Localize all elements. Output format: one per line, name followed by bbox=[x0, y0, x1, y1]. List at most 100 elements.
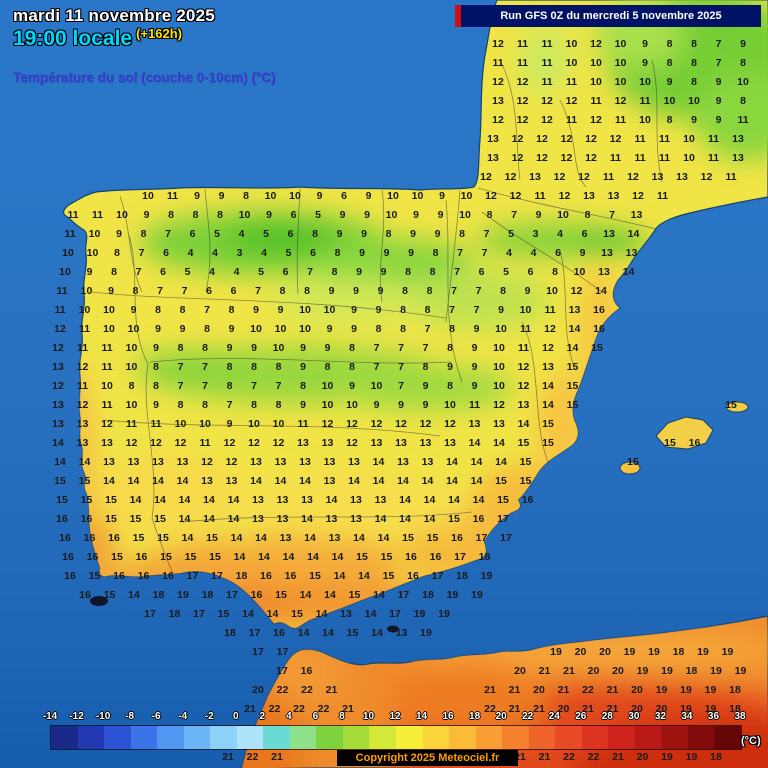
legend-color-cell bbox=[449, 726, 477, 749]
temperature-value: 15 bbox=[309, 570, 321, 582]
temperature-value: 14 bbox=[299, 475, 311, 487]
temperature-value: 13 bbox=[419, 437, 432, 449]
temperature-value: 18 bbox=[422, 589, 434, 601]
temperature-value: 7 bbox=[454, 266, 460, 278]
temperature-value: 8 bbox=[192, 209, 199, 221]
temperature-value: 8 bbox=[179, 304, 186, 316]
temperature-value: 12 bbox=[516, 114, 529, 126]
temperature-value: 9 bbox=[356, 266, 362, 278]
legend-color-cell bbox=[714, 726, 742, 749]
temperature-value: 11 bbox=[54, 304, 66, 316]
temperature-value: 9 bbox=[277, 304, 284, 316]
temperature-value: 18 bbox=[672, 646, 685, 658]
temperature-value: 11 bbox=[67, 209, 79, 221]
run-info-box: Run GFS 0Z du mercredi 5 novembre 2025 bbox=[455, 5, 761, 27]
temperature-value: 10 bbox=[299, 323, 311, 335]
temperature-value: 8 bbox=[114, 247, 120, 259]
temperature-value: 8 bbox=[331, 266, 338, 278]
temperature-value: 17 bbox=[475, 532, 488, 544]
temperature-value: 6 bbox=[555, 247, 561, 259]
temperature-value: 15 bbox=[380, 551, 393, 563]
temperature-value: 9 bbox=[108, 285, 114, 297]
temperature-value: 13 bbox=[76, 437, 89, 449]
temperature-value: 12 bbox=[541, 114, 553, 126]
temperature-value: 9 bbox=[316, 190, 323, 202]
temperature-value: 14 bbox=[371, 627, 383, 639]
temperature-value: 13 bbox=[397, 456, 409, 468]
legend-tick-label: 10 bbox=[362, 711, 375, 722]
temperature-value: 17 bbox=[389, 608, 401, 620]
temperature-value: 10 bbox=[573, 266, 586, 278]
temperature-value: 12 bbox=[101, 418, 113, 430]
legend-tick-label: 2 bbox=[259, 711, 266, 722]
island-ibiza bbox=[619, 461, 641, 475]
temperature-value: 4 bbox=[506, 247, 512, 259]
temperature-value: 10 bbox=[78, 304, 91, 316]
temperature-value: 10 bbox=[683, 133, 695, 145]
temperature-value: 16 bbox=[64, 570, 76, 582]
temperature-value: 9 bbox=[349, 380, 355, 392]
temperature-value: 19 bbox=[734, 665, 747, 677]
temperature-value: 13 bbox=[350, 513, 362, 525]
temperature-value: 9 bbox=[359, 247, 365, 259]
temperature-value: 19 bbox=[420, 627, 432, 639]
temperature-value: 13 bbox=[651, 171, 664, 183]
temperature-value: 13 bbox=[276, 494, 289, 506]
temperature-value: 16 bbox=[56, 513, 68, 525]
temperature-value: 13 bbox=[529, 171, 541, 183]
temperature-value: 17 bbox=[193, 608, 205, 620]
temperature-value: 12 bbox=[493, 399, 505, 411]
temperature-value: 11 bbox=[297, 418, 309, 430]
legend-color-cell bbox=[104, 726, 132, 749]
temperature-value: 13 bbox=[274, 456, 287, 468]
temperature-value: 5 bbox=[214, 228, 220, 240]
temperature-value: 22 bbox=[582, 684, 594, 696]
temperature-value: 12 bbox=[590, 38, 602, 50]
legend-tick-label: 20 bbox=[495, 711, 507, 722]
temperature-value: 12 bbox=[150, 437, 162, 449]
temperature-value: 10 bbox=[493, 342, 505, 354]
temperature-value: 10 bbox=[80, 285, 93, 297]
temperature-value: 6 bbox=[163, 247, 169, 259]
temperature-value: 10 bbox=[321, 399, 334, 411]
temperature-value: 8 bbox=[243, 190, 249, 202]
temperature-value: 9 bbox=[324, 342, 331, 354]
temperature-value: 11 bbox=[516, 38, 529, 50]
temperature-value: 9 bbox=[251, 342, 257, 354]
temperature-value: 10 bbox=[639, 114, 651, 126]
temperature-value: 9 bbox=[715, 95, 722, 107]
temperature-value: 10 bbox=[493, 361, 505, 373]
temperature-value: 14 bbox=[373, 589, 385, 601]
temperature-value: 14 bbox=[397, 475, 409, 487]
legend-tick-label: 16 bbox=[442, 711, 454, 722]
temperature-value: 15 bbox=[80, 494, 93, 506]
temperature-value: 14 bbox=[470, 456, 483, 468]
temperature-value: 16 bbox=[137, 570, 150, 582]
temperature-value: 8 bbox=[424, 304, 431, 316]
temperature-value: 15 bbox=[517, 437, 530, 449]
temperature-value: 13 bbox=[348, 456, 360, 468]
temperature-value: 20 bbox=[252, 684, 264, 696]
temperature-value: 6 bbox=[230, 285, 237, 297]
legend-tick-label: 32 bbox=[654, 711, 666, 722]
temperature-value: 7 bbox=[275, 380, 282, 392]
temperature-value: 10 bbox=[289, 190, 301, 202]
temperature-value: 10 bbox=[565, 38, 578, 50]
temperature-value: 9 bbox=[339, 209, 346, 221]
temperature-value: 8 bbox=[449, 323, 455, 335]
temperature-value: 4 bbox=[209, 266, 215, 278]
legend-color-cell bbox=[581, 726, 609, 749]
temperature-value: 13 bbox=[52, 399, 64, 411]
temperature-value: 10 bbox=[444, 399, 456, 411]
temperature-value: 10 bbox=[411, 190, 424, 202]
temperature-value: 19 bbox=[685, 751, 698, 763]
temperature-value: 8 bbox=[177, 342, 184, 354]
temperature-value: 9 bbox=[439, 190, 445, 202]
temperature-value: 8 bbox=[251, 361, 257, 373]
temperature-value: 7 bbox=[398, 380, 404, 392]
temperature-value: 14 bbox=[595, 285, 607, 297]
temperature-value: 6 bbox=[206, 285, 212, 297]
temperature-value: 17 bbox=[211, 570, 223, 582]
temperature-value: 16 bbox=[407, 570, 419, 582]
temperature-value: 11 bbox=[656, 190, 669, 202]
